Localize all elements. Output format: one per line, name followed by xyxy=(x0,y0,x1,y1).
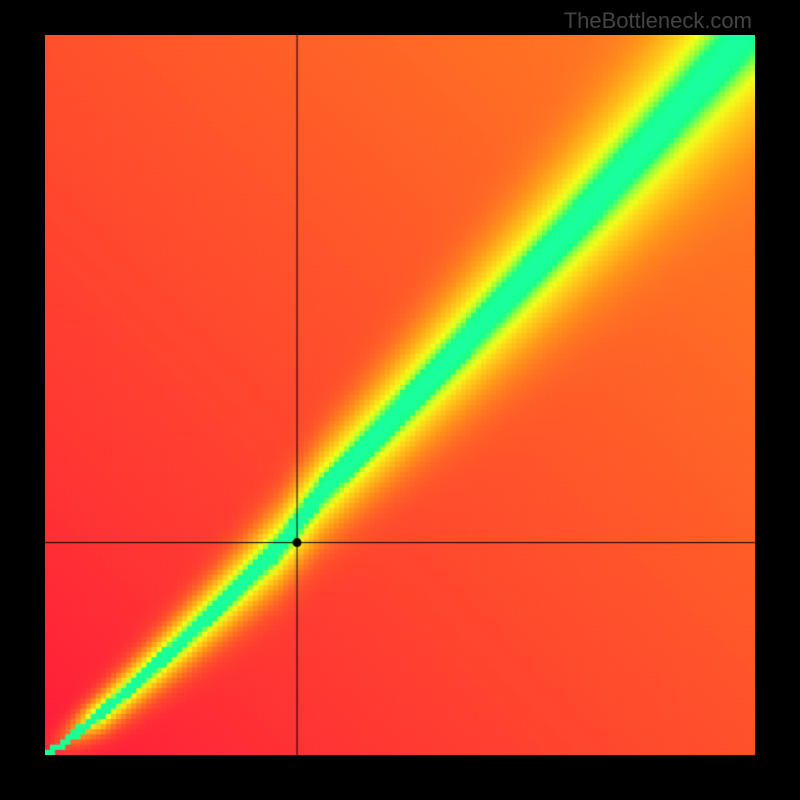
watermark-text: TheBottleneck.com xyxy=(564,8,752,34)
bottleneck-heatmap xyxy=(45,35,755,755)
chart-container: TheBottleneck.com xyxy=(0,0,800,800)
